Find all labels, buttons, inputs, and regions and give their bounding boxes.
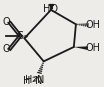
Text: N: N	[35, 76, 43, 86]
Text: S: S	[17, 31, 24, 41]
Text: 2: 2	[32, 76, 37, 82]
Text: O: O	[2, 44, 10, 54]
Text: 2: 2	[32, 77, 36, 83]
Text: O: O	[2, 17, 10, 27]
Text: OH: OH	[86, 20, 101, 30]
Polygon shape	[74, 46, 88, 50]
Text: H: H	[25, 75, 32, 85]
Text: HO: HO	[43, 4, 58, 14]
Text: OH: OH	[86, 43, 101, 53]
Text: N: N	[37, 75, 44, 85]
Text: H: H	[23, 76, 31, 86]
Polygon shape	[24, 35, 28, 38]
